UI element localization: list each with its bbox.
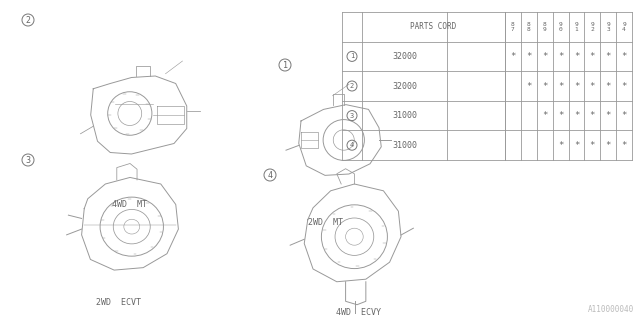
Text: *: * bbox=[589, 52, 595, 61]
Text: 8
9: 8 9 bbox=[543, 22, 547, 32]
Text: *: * bbox=[542, 52, 547, 61]
Text: *: * bbox=[621, 141, 627, 150]
Text: *: * bbox=[605, 141, 611, 150]
Text: *: * bbox=[621, 52, 627, 61]
Text: 8
8: 8 8 bbox=[527, 22, 531, 32]
Text: 2WD  ECVT: 2WD ECVT bbox=[95, 298, 141, 307]
Text: 9
2: 9 2 bbox=[591, 22, 594, 32]
Text: 9
4: 9 4 bbox=[622, 22, 626, 32]
Text: *: * bbox=[621, 82, 627, 91]
Text: *: * bbox=[558, 52, 563, 61]
Text: 31000: 31000 bbox=[392, 141, 417, 150]
Text: 4: 4 bbox=[350, 142, 354, 148]
Text: *: * bbox=[526, 82, 531, 91]
Text: 3: 3 bbox=[350, 113, 354, 119]
Text: 8
7: 8 7 bbox=[511, 22, 515, 32]
Text: *: * bbox=[558, 111, 563, 120]
Text: 2WD  MT: 2WD MT bbox=[307, 218, 342, 227]
Text: 2: 2 bbox=[350, 83, 354, 89]
Text: *: * bbox=[621, 111, 627, 120]
Text: *: * bbox=[542, 111, 547, 120]
Text: *: * bbox=[573, 141, 579, 150]
Text: *: * bbox=[542, 82, 547, 91]
Text: *: * bbox=[605, 52, 611, 61]
Text: *: * bbox=[589, 82, 595, 91]
Text: *: * bbox=[526, 52, 531, 61]
Text: *: * bbox=[605, 111, 611, 120]
Text: *: * bbox=[510, 52, 516, 61]
Text: *: * bbox=[605, 82, 611, 91]
Text: 32000: 32000 bbox=[392, 82, 417, 91]
Text: *: * bbox=[558, 141, 563, 150]
Text: 32000: 32000 bbox=[392, 52, 417, 61]
Text: *: * bbox=[573, 82, 579, 91]
Text: A110000040: A110000040 bbox=[588, 305, 634, 314]
Text: 1: 1 bbox=[282, 60, 287, 69]
Text: 4WD  ECVY: 4WD ECVY bbox=[335, 308, 381, 317]
Text: 2: 2 bbox=[26, 15, 31, 25]
Text: *: * bbox=[558, 82, 563, 91]
Text: *: * bbox=[589, 111, 595, 120]
Text: *: * bbox=[589, 141, 595, 150]
Text: 4WD  MT: 4WD MT bbox=[113, 200, 147, 209]
Text: *: * bbox=[573, 111, 579, 120]
Text: 1: 1 bbox=[350, 53, 354, 60]
Text: 3: 3 bbox=[26, 156, 31, 164]
Text: 9
0: 9 0 bbox=[559, 22, 563, 32]
Text: 4: 4 bbox=[268, 171, 273, 180]
Text: 9
3: 9 3 bbox=[606, 22, 610, 32]
Text: PARTS CORD: PARTS CORD bbox=[410, 22, 456, 31]
Text: 9
1: 9 1 bbox=[575, 22, 579, 32]
Text: *: * bbox=[573, 52, 579, 61]
Text: 31000: 31000 bbox=[392, 111, 417, 120]
